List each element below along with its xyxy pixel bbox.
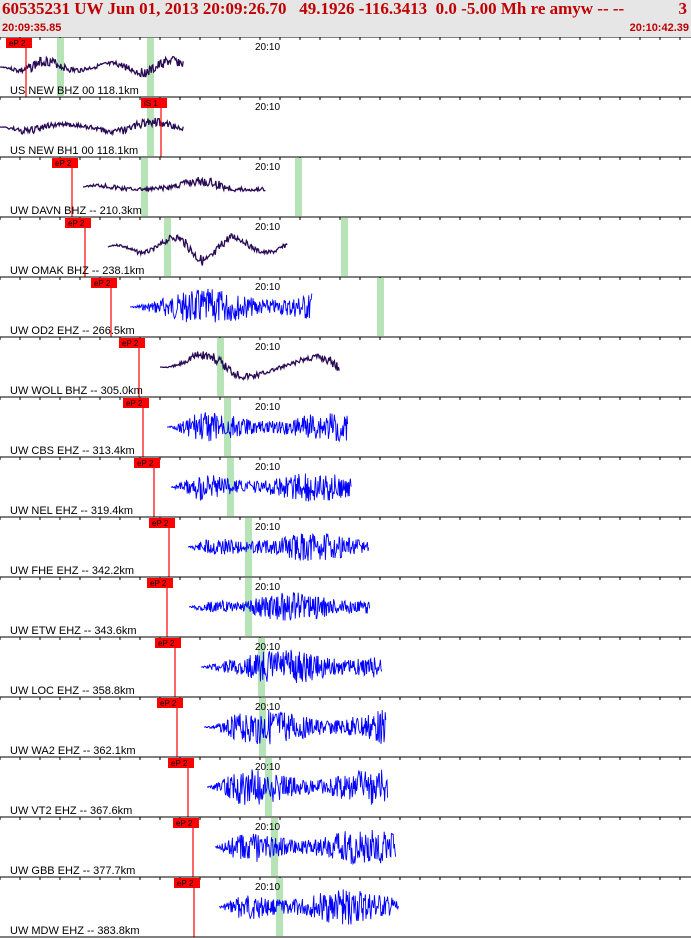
pick-label: eP 2 — [158, 639, 175, 648]
station-label: UW LOC EHZ -- 358.8km — [10, 685, 135, 697]
pick-label: eP 2 — [171, 759, 188, 768]
pick-label: eP 2 — [68, 219, 85, 228]
pick-box — [6, 38, 32, 48]
pick-box — [149, 518, 175, 528]
marker-band — [164, 218, 171, 276]
marker-band — [259, 698, 266, 756]
marker-band — [217, 338, 224, 396]
minute-label: 20:10 — [255, 162, 280, 173]
station-label: UW OD2 EHZ -- 266.5km — [10, 325, 135, 337]
waveform-trace — [200, 649, 383, 684]
minute-label: 20:10 — [255, 642, 280, 653]
pick-box — [174, 878, 200, 888]
station-label: UW ETW EHZ -- 343.6km — [10, 625, 137, 637]
pick-label: eP 2 — [9, 39, 26, 48]
waveform-trace — [0, 117, 184, 137]
pick-box — [52, 158, 78, 168]
waveform-trace — [171, 473, 352, 502]
marker-band — [227, 458, 234, 516]
marker-band — [377, 278, 384, 336]
station-label: UW CBS EHZ -- 313.4km — [10, 445, 135, 457]
minute-label: 20:10 — [255, 42, 280, 53]
waveform-trace — [214, 829, 397, 866]
pick-label: eP 2 — [152, 519, 169, 528]
station-label: UW DAVN BHZ -- 210.3km — [10, 205, 142, 217]
event-count: 3 — [678, 0, 688, 18]
start-time: 20:09:35.85 — [2, 22, 62, 34]
station-label: UW OMAK BHZ -- 238.1km — [10, 265, 144, 277]
waveform-trace — [203, 709, 387, 745]
minute-label: 20:10 — [255, 522, 280, 533]
pick-box — [134, 458, 160, 468]
pick-label: eP 2 — [94, 279, 111, 288]
pick-label: eP 2 — [126, 399, 143, 408]
station-label: UW WA2 EHZ -- 362.1km — [10, 745, 136, 757]
minute-label: 20:10 — [255, 342, 280, 353]
pick-box — [155, 638, 181, 648]
pick-box — [91, 278, 117, 288]
pick-label: eP 2 — [150, 579, 167, 588]
pick-label: eP 2 — [55, 159, 72, 168]
minute-label: 20:10 — [255, 762, 280, 773]
waveform-trace — [159, 351, 340, 381]
end-time: 20:10:42.39 — [629, 22, 689, 34]
waveform-trace — [82, 176, 266, 193]
pick-box — [157, 698, 183, 708]
pick-label: eP 2 — [176, 819, 193, 828]
header-bar: 60535231 UW Jun 01, 2013 20:09:26.70 49.… — [0, 0, 691, 37]
marker-band — [276, 878, 283, 936]
pick-label: eP 2 — [177, 879, 194, 888]
station-label: UW NEL EHZ -- 319.4km — [10, 505, 133, 517]
waveform-trace — [187, 532, 370, 561]
minute-label: 20:10 — [255, 462, 280, 473]
station-label: UW MDW EHZ -- 383.8km — [10, 925, 140, 937]
pick-box — [173, 818, 199, 828]
waveform-trace — [166, 412, 349, 443]
pick-label: eP 2 — [137, 459, 154, 468]
pick-box — [119, 338, 145, 348]
minute-label: 20:10 — [255, 102, 280, 113]
waveform-trace — [207, 769, 389, 805]
station-label: US NEW BHZ 00 118.1km — [10, 85, 139, 97]
minute-label: 20:10 — [255, 822, 280, 833]
minute-label: 20:10 — [255, 222, 280, 233]
minute-label: 20:10 — [255, 882, 280, 893]
marker-band — [341, 218, 348, 276]
pick-label: eP 2 — [160, 699, 177, 708]
station-label: US NEW BH1 00 118.1km — [10, 145, 138, 157]
pick-box — [168, 758, 194, 768]
station-label: UW VT2 EHZ -- 367.6km — [10, 805, 132, 817]
station-label: UW WOLL BHZ -- 305.0km — [10, 385, 143, 397]
minute-label: 20:10 — [255, 702, 280, 713]
marker-band — [147, 98, 154, 156]
pick-label: eP 2 — [122, 339, 139, 348]
station-label: UW FHE EHZ -- 342.2km — [10, 565, 134, 577]
event-title: 60535231 UW Jun 01, 2013 20:09:26.70 49.… — [2, 0, 625, 18]
station-label: UW GBB EHZ -- 377.7km — [10, 865, 135, 877]
waveform-trace — [188, 592, 371, 621]
pick-box — [147, 578, 173, 588]
marker-band — [295, 158, 302, 216]
waveform-trace — [0, 55, 184, 78]
minute-label: 20:10 — [255, 282, 280, 293]
marker-band — [141, 158, 148, 216]
waveform-trace — [129, 288, 313, 323]
minute-label: 20:10 — [255, 402, 280, 413]
pick-box — [65, 218, 91, 228]
waveform-trace — [107, 233, 288, 266]
pick-label: iS 1 — [144, 99, 158, 108]
waveform-trace — [218, 889, 399, 925]
seismogram-plot: 20:10 eP 2 US NEW BHZ 00 118.1km 20:10 iS 1 U… — [0, 37, 691, 938]
minute-label: 20:10 — [255, 582, 280, 593]
pick-box — [141, 98, 167, 108]
pick-box — [123, 398, 149, 408]
